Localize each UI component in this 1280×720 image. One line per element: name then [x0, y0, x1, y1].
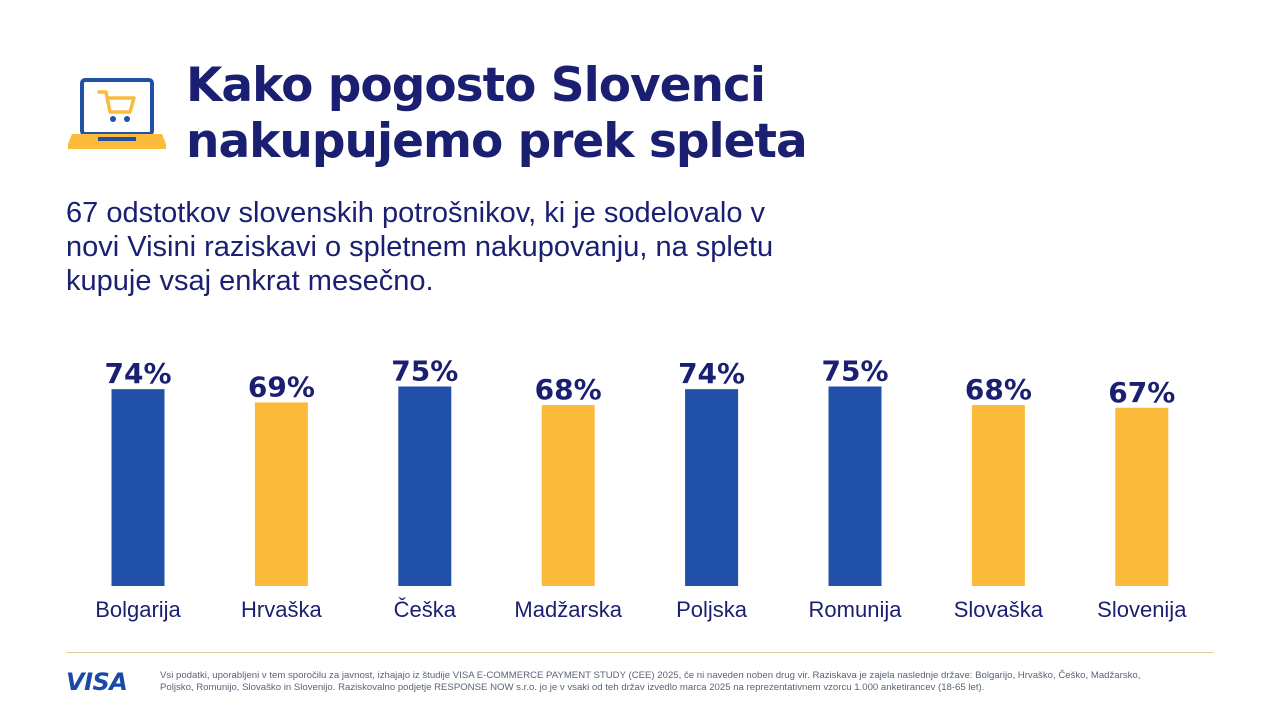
- laptop-shopping-cart-icon: [68, 78, 166, 149]
- bar-value-label-2: 75%: [391, 355, 458, 388]
- page-subtitle: 67 odstotkov slovenskih potrošnikov, ki …: [66, 196, 773, 298]
- bar-value-label-0: 74%: [104, 357, 171, 390]
- subtitle-line-1: 67 odstotkov slovenskih potrošnikov, ki …: [66, 197, 766, 229]
- category-label-7: Slovenija: [1097, 597, 1187, 622]
- bar-5: [828, 386, 882, 586]
- subtitle-line-3: kupuje vsaj enkrat mesečno.: [66, 265, 434, 297]
- page-title: Kako pogosto Slovenci nakupujemo prek sp…: [186, 58, 808, 170]
- bar-value-label-7: 67%: [1108, 376, 1175, 409]
- category-label-5: Romunija: [809, 597, 903, 622]
- bar-value-label-4: 74%: [678, 357, 745, 390]
- bar-7: [1115, 407, 1169, 586]
- footnote: Vsi podatki, uporabljeni v tem sporočilu…: [160, 670, 1220, 694]
- bar-2: [398, 386, 452, 586]
- bar-6: [971, 405, 1025, 586]
- title-line-2: nakupujemo prek spleta: [186, 114, 808, 169]
- footer-divider: [66, 652, 1214, 653]
- bar-value-label-1: 69%: [248, 370, 315, 403]
- category-label-1: Hrvaška: [241, 597, 322, 622]
- bar-value-label-3: 68%: [535, 373, 602, 406]
- category-label-2: Češka: [394, 597, 457, 622]
- bar-4: [685, 389, 739, 586]
- bar-3: [541, 405, 595, 586]
- bar-1: [254, 402, 308, 586]
- bar-value-label-5: 75%: [821, 355, 888, 388]
- category-label-6: Slovaška: [954, 597, 1044, 622]
- visa-logo: VISA: [66, 668, 128, 696]
- category-label-0: Bolgarija: [95, 597, 181, 622]
- category-label-4: Poljska: [676, 597, 748, 622]
- category-label-3: Madžarska: [514, 597, 622, 622]
- bar-0: [111, 389, 165, 586]
- footnote-line-1: Vsi podatki, uporabljeni v tem sporočilu…: [160, 670, 1141, 681]
- footnote-line-2: Poljsko, Romunijo, Slovaško in Slovenijo…: [160, 682, 985, 693]
- title-line-1: Kako pogosto Slovenci: [186, 58, 766, 113]
- subtitle-line-2: novi Visini raziskavi o spletnem nakupov…: [66, 231, 774, 263]
- bar-value-label-6: 68%: [965, 373, 1032, 406]
